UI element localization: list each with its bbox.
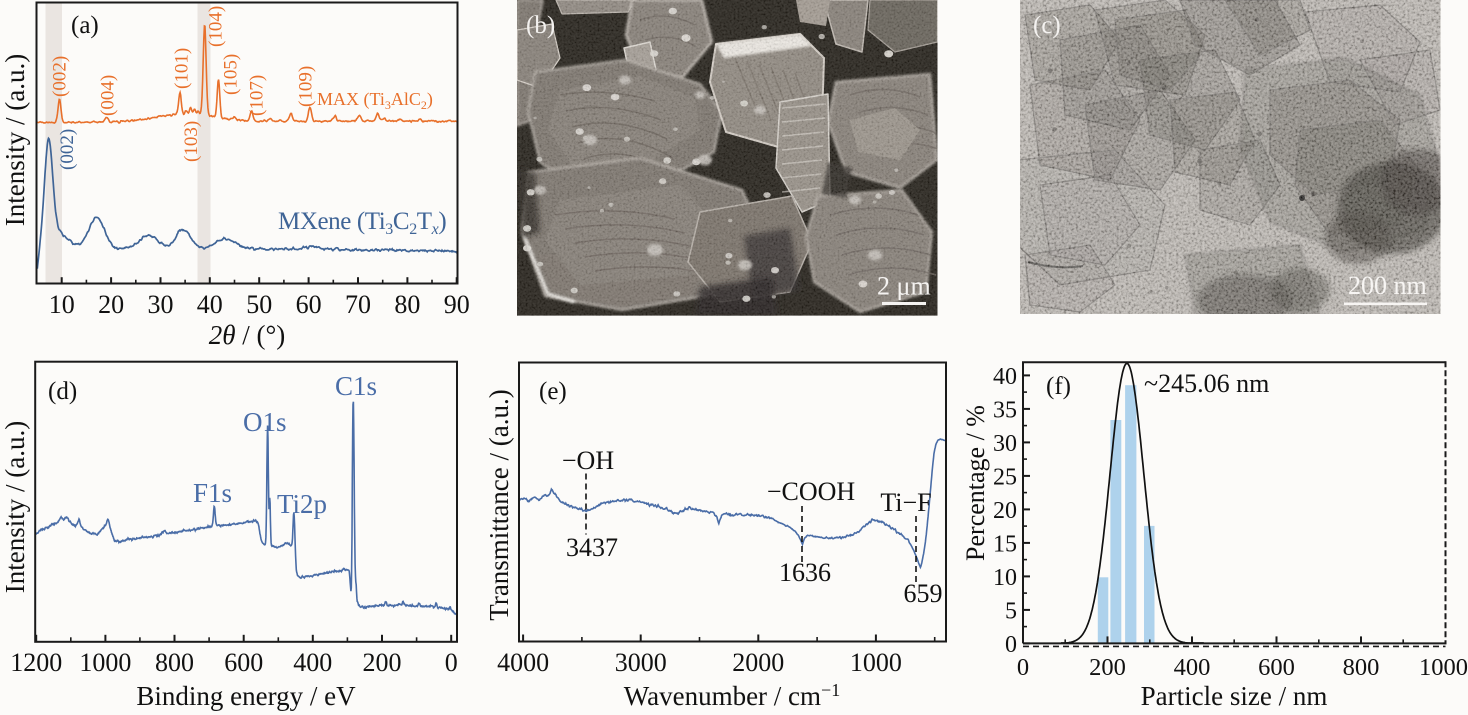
svg-text:30: 30 [993, 431, 1017, 457]
svg-text:Particle size / nm: Particle size / nm [1141, 681, 1328, 711]
svg-text:(002): (002) [57, 129, 78, 170]
svg-text:2 μm: 2 μm [877, 272, 931, 301]
svg-text:800: 800 [155, 648, 194, 677]
svg-text:1000: 1000 [850, 648, 902, 677]
svg-text:Intensity / (a.u.): Intensity / (a.u.) [0, 421, 30, 593]
svg-text:800: 800 [1343, 654, 1380, 681]
svg-text:30: 30 [148, 290, 174, 319]
svg-text:(a): (a) [71, 12, 99, 39]
svg-text:35: 35 [993, 397, 1017, 423]
svg-text:2θ / (°): 2θ / (°) [209, 320, 286, 350]
svg-text:40: 40 [993, 364, 1017, 390]
svg-text:1200: 1200 [10, 648, 62, 677]
svg-text:Ti−F: Ti−F [880, 488, 931, 517]
svg-text:C1s: C1s [335, 371, 377, 401]
svg-text:F1s: F1s [193, 478, 232, 508]
svg-text:(105): (105) [221, 54, 242, 95]
svg-text:(c): (c) [1033, 12, 1061, 39]
svg-text:1000: 1000 [79, 648, 131, 677]
svg-text:20: 20 [993, 498, 1017, 524]
svg-text:0: 0 [1017, 654, 1029, 681]
svg-text:(002): (002) [50, 56, 71, 97]
svg-text:3437: 3437 [566, 533, 618, 562]
svg-text:3000: 3000 [615, 648, 667, 677]
svg-text:Percentage / %: Percentage / % [961, 405, 990, 561]
svg-text:MXene (Ti3C2Tx): MXene (Ti3C2Tx) [278, 208, 446, 238]
svg-text:(b): (b) [526, 12, 555, 39]
svg-text:200: 200 [363, 648, 402, 677]
svg-text:(104): (104) [206, 6, 227, 47]
svg-text:(101): (101) [172, 48, 193, 89]
svg-text:15: 15 [993, 531, 1017, 557]
svg-text:(109): (109) [296, 66, 317, 107]
svg-text:2000: 2000 [732, 648, 784, 677]
svg-text:(107): (107) [247, 75, 268, 116]
svg-text:−COOH: −COOH [767, 477, 856, 506]
svg-text:4000: 4000 [497, 648, 549, 677]
svg-text:1636: 1636 [779, 558, 831, 587]
svg-text:20: 20 [98, 290, 124, 319]
svg-text:(103): (103) [181, 121, 202, 162]
svg-text:Intensity / (a.u.): Intensity / (a.u.) [0, 54, 30, 226]
svg-text:400: 400 [1174, 654, 1211, 681]
svg-text:600: 600 [224, 648, 263, 677]
svg-text:1000: 1000 [1419, 654, 1468, 681]
svg-text:70: 70 [345, 290, 371, 319]
svg-text:~245.06 nm: ~245.06 nm [1144, 369, 1269, 398]
svg-text:(e): (e) [539, 378, 567, 405]
svg-text:5: 5 [1005, 598, 1017, 624]
svg-text:50: 50 [246, 290, 272, 319]
svg-text:(f): (f) [1046, 373, 1071, 400]
svg-text:(004): (004) [98, 75, 119, 116]
svg-text:90: 90 [444, 290, 470, 319]
svg-text:0: 0 [1005, 632, 1017, 658]
svg-text:Ti2p: Ti2p [277, 489, 327, 519]
svg-text:(d): (d) [48, 378, 77, 405]
svg-text:10: 10 [993, 565, 1017, 591]
svg-text:400: 400 [293, 648, 332, 677]
svg-text:Transmittance / (a.u.): Transmittance / (a.u.) [484, 389, 514, 620]
svg-text:659: 659 [904, 579, 943, 608]
svg-text:Wavenumber / cm−1: Wavenumber / cm−1 [624, 680, 840, 711]
svg-text:600: 600 [1258, 654, 1295, 681]
svg-text:10: 10 [49, 290, 75, 319]
svg-text:80: 80 [394, 290, 420, 319]
svg-text:60: 60 [296, 290, 322, 319]
svg-text:200: 200 [1089, 654, 1126, 681]
svg-text:Binding energy / eV: Binding energy / eV [136, 681, 356, 711]
svg-text:25: 25 [993, 464, 1017, 490]
svg-text:MAX (Ti3AlC2): MAX (Ti3AlC2) [317, 89, 433, 112]
svg-text:O1s: O1s [243, 407, 287, 437]
svg-text:200 nm: 200 nm [1348, 271, 1427, 300]
svg-text:40: 40 [197, 290, 223, 319]
svg-text:−OH: −OH [562, 446, 614, 475]
svg-text:0: 0 [445, 648, 458, 677]
